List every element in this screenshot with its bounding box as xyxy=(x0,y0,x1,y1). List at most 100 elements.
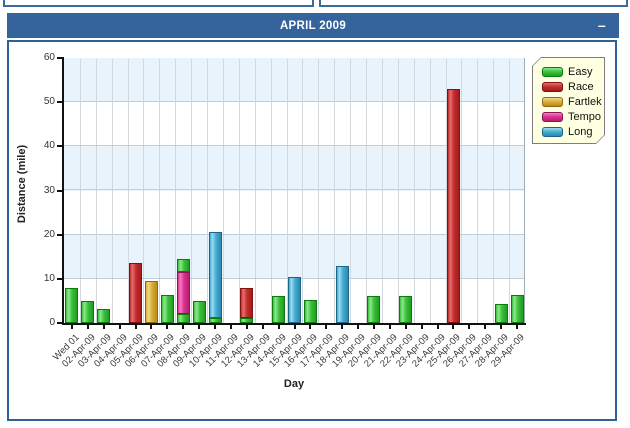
vertical-gridline xyxy=(318,59,319,323)
legend: Easy Race Fartlek Tempo Long xyxy=(532,57,605,144)
vertical-gridline xyxy=(350,59,351,323)
top-widget-left xyxy=(3,0,314,7)
vertical-gridline xyxy=(191,59,192,323)
horizontal-gridline xyxy=(64,101,524,102)
vertical-gridline xyxy=(461,59,462,323)
x-axis-line xyxy=(62,323,526,325)
chart-panel: 0 10 20 30 40 50 60 Wed 01 02-Apr-09 03-Apr-09 04-… xyxy=(7,40,617,421)
vertical-gridline xyxy=(414,59,415,323)
vertical-gridline xyxy=(382,59,383,323)
bar-segment-race[interactable] xyxy=(447,89,460,323)
y-axis-tick xyxy=(57,189,62,192)
vertical-gridline xyxy=(175,59,176,323)
legend-swatch-easy xyxy=(542,67,563,77)
bar-segment-easy[interactable] xyxy=(177,314,190,323)
minimize-icon[interactable]: – xyxy=(597,17,606,33)
y-axis-tick xyxy=(57,101,62,104)
y-tick-label: 40 xyxy=(43,140,55,152)
x-axis-tick xyxy=(229,325,232,329)
y-tick-label: 50 xyxy=(43,96,55,108)
y-axis-title: Distance (mile) xyxy=(16,144,28,224)
bar-segment-easy[interactable] xyxy=(97,309,110,323)
x-axis-tick xyxy=(166,325,169,329)
legend-label: Long xyxy=(568,125,593,138)
legend-swatch-race xyxy=(542,82,563,92)
x-axis-tick xyxy=(452,325,455,329)
legend-item-race: Race xyxy=(542,79,604,94)
x-axis-tick xyxy=(86,325,89,329)
bar-segment-easy[interactable] xyxy=(177,259,190,272)
vertical-gridline xyxy=(112,59,113,323)
bar-segment-tempo[interactable] xyxy=(177,272,190,314)
vertical-gridline xyxy=(143,59,144,323)
legend-label: Easy xyxy=(568,65,593,78)
bar-segment-easy[interactable] xyxy=(161,295,174,323)
x-axis-tick xyxy=(182,325,185,329)
bar-segment-easy[interactable] xyxy=(272,296,285,323)
bar-segment-long[interactable] xyxy=(209,232,222,318)
bar-segment-easy[interactable] xyxy=(193,301,206,323)
x-axis-tick xyxy=(436,325,439,329)
bar-segment-race[interactable] xyxy=(240,288,253,318)
y-tick-label: 0 xyxy=(49,317,55,328)
bar-segment-easy[interactable] xyxy=(81,301,94,323)
vertical-gridline xyxy=(96,59,97,323)
bar-segment-easy[interactable] xyxy=(209,318,222,323)
vertical-gridline xyxy=(477,59,478,323)
bar-segment-race[interactable] xyxy=(129,263,142,323)
vertical-gridline xyxy=(207,59,208,323)
vertical-gridline xyxy=(255,59,256,323)
x-axis-tick xyxy=(245,325,248,329)
vertical-gridline xyxy=(430,59,431,323)
bar-segment-easy[interactable] xyxy=(495,304,508,323)
bar-segment-easy[interactable] xyxy=(367,296,380,323)
vertical-gridline xyxy=(223,59,224,323)
legend-body: Easy Race Fartlek Tempo Long xyxy=(533,58,604,143)
vertical-gridline xyxy=(159,59,160,323)
vertical-gridline xyxy=(366,59,367,323)
legend-swatch-long xyxy=(542,127,563,137)
bar-segment-easy[interactable] xyxy=(304,300,317,323)
bar-segment-long[interactable] xyxy=(288,277,301,323)
x-axis-tick xyxy=(484,325,487,329)
legend-item-long: Long xyxy=(542,124,604,139)
x-axis-title: Day xyxy=(283,378,305,390)
top-widget-right xyxy=(319,0,628,7)
vertical-gridline xyxy=(80,59,81,323)
bar-segment-fartlek[interactable] xyxy=(145,281,158,323)
x-axis-tick xyxy=(118,325,121,329)
bar-segment-easy[interactable] xyxy=(240,318,253,323)
y-tick-label: 30 xyxy=(43,184,55,196)
horizontal-gridline xyxy=(64,189,524,190)
bar-segment-easy[interactable] xyxy=(399,296,412,323)
x-axis-tick xyxy=(277,325,280,329)
vertical-gridline xyxy=(334,59,335,323)
x-axis-tick xyxy=(404,325,407,329)
y-axis-tick xyxy=(57,57,62,59)
bar-segment-easy[interactable] xyxy=(65,288,78,323)
x-axis-tick xyxy=(388,325,391,329)
bar-segment-easy[interactable] xyxy=(511,295,524,323)
x-axis-tick xyxy=(198,325,201,329)
legend-swatch-fartlek xyxy=(542,97,563,107)
panel-title: APRIL 2009 xyxy=(279,19,347,32)
legend-label: Tempo xyxy=(568,110,602,123)
bar-segment-long[interactable] xyxy=(336,266,349,323)
x-axis-tick xyxy=(293,325,296,329)
x-axis-tick xyxy=(261,325,264,329)
x-axis-tick xyxy=(420,325,423,329)
legend-label: Race xyxy=(568,80,594,93)
vertical-gridline xyxy=(302,59,303,323)
legend-label: Fartlek xyxy=(568,95,602,108)
x-axis-tick xyxy=(325,325,328,329)
legend-item-tempo: Tempo xyxy=(542,109,604,124)
vertical-gridline xyxy=(128,59,129,323)
x-axis-tick xyxy=(150,325,153,329)
vertical-gridline xyxy=(239,59,240,323)
x-axis-tick xyxy=(516,325,519,329)
vertical-gridline xyxy=(271,59,272,323)
x-axis-tick xyxy=(500,325,503,329)
vertical-gridline xyxy=(398,59,399,323)
vertical-gridline xyxy=(287,59,288,323)
